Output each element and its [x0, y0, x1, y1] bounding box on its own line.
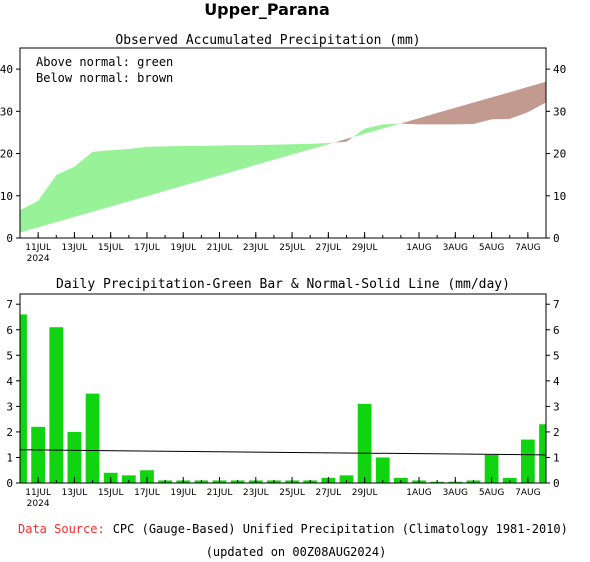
x-tick-label: 7AUG — [515, 243, 540, 253]
x-tick-label: 17JUL — [134, 243, 160, 253]
y-tick-label-right: 1 — [553, 451, 560, 464]
x-tick-label: 11JUL — [25, 488, 51, 498]
y-tick-label-right: 4 — [553, 375, 560, 388]
x-tick-label: 5AUG — [479, 488, 504, 498]
x-tick-label: 23JUL — [243, 243, 269, 253]
y-tick-label-right: 6 — [553, 324, 560, 337]
page-title: Upper_Parana — [204, 0, 330, 19]
x-tick-label: 1AUG — [406, 243, 431, 253]
above-normal-area — [352, 123, 399, 138]
normal-line — [19, 449, 547, 456]
y-tick-label-right: 40 — [553, 63, 566, 76]
daily-bar — [67, 431, 82, 483]
daily-panel: Daily Precipitation-Green Bar & Normal-S… — [6, 277, 560, 509]
y-tick-label-right: 0 — [553, 232, 560, 245]
x-tick-label: 25JUL — [279, 488, 305, 498]
x-tick-label: 17JUL — [134, 488, 160, 498]
y-tick-label-left: 2 — [6, 426, 13, 439]
daily-bar — [121, 475, 136, 483]
accumulated-axes: 0 0 10 10 20 20 30 30 40 40 11JUL 13JUL 15JUL 17JUL 19… — [0, 63, 566, 264]
y-tick-label-left: 20 — [0, 148, 13, 161]
daily-bar — [375, 457, 390, 483]
x-tick-label: 21JUL — [207, 243, 233, 253]
x-tick-label: 15JUL — [98, 488, 124, 498]
x-year-label: 2024 — [27, 499, 50, 509]
above-normal-area — [20, 142, 333, 233]
y-tick-label-right: 0 — [553, 477, 560, 490]
x-tick-label: 19JUL — [170, 488, 196, 498]
y-tick-label-left: 0 — [6, 477, 13, 490]
x-tick-label: 11JUL — [25, 243, 51, 253]
y-tick-label-right: 10 — [553, 190, 566, 203]
data-source-label: Data Source: — [18, 522, 105, 536]
daily-bar — [140, 470, 154, 483]
daily-normal-line — [19, 449, 547, 456]
daily-bar — [539, 424, 546, 483]
y-tick-label-right: 7 — [553, 298, 560, 311]
accumulated-chart-title: Observed Accumulated Precipitation (mm) — [115, 33, 420, 48]
x-tick-label: 19JUL — [170, 243, 196, 253]
updated-timestamp: (updated on 00Z08AUG2024) — [206, 545, 387, 559]
data-source-line: Data Source: CPC (Gauge-Based) Unified Pr… — [18, 522, 568, 536]
y-tick-label-left: 5 — [6, 349, 13, 362]
x-tick-label: 27JUL — [315, 488, 341, 498]
x-tick-label: 29JUL — [352, 243, 378, 253]
daily-bar — [20, 314, 27, 483]
y-tick-label-right: 20 — [553, 148, 566, 161]
x-tick-label: 3AUG — [443, 243, 468, 253]
x-tick-label: 7AUG — [515, 488, 540, 498]
daily-bars — [20, 314, 546, 483]
y-tick-label-left: 0 — [6, 232, 13, 245]
daily-bar — [357, 403, 372, 483]
x-tick-label: 25JUL — [279, 243, 305, 253]
y-tick-label-right: 3 — [553, 400, 560, 413]
y-tick-label-left: 10 — [0, 190, 13, 203]
y-tick-label-left: 30 — [0, 105, 13, 118]
y-tick-label-right: 5 — [553, 349, 560, 362]
below-normal-annotation: Below normal: brown — [36, 71, 173, 85]
y-tick-label-right: 2 — [553, 426, 560, 439]
y-tick-label-left: 3 — [6, 400, 13, 413]
daily-bar — [31, 426, 46, 483]
y-tick-label-left: 7 — [6, 298, 13, 311]
above-normal-annotation: Above normal: green — [36, 55, 173, 69]
accumulated-plot-frame — [19, 47, 547, 239]
x-tick-label: 3AUG — [443, 488, 468, 498]
y-tick-label-left: 40 — [0, 63, 13, 76]
y-tick-label-left: 4 — [6, 375, 13, 388]
daily-bar — [484, 454, 499, 483]
below-normal-area — [398, 81, 546, 125]
y-tick-label-left: 6 — [6, 324, 13, 337]
x-tick-label: 23JUL — [243, 488, 269, 498]
y-tick-label-left: 1 — [6, 451, 13, 464]
daily-bar — [49, 327, 64, 483]
x-tick-label: 13JUL — [62, 488, 88, 498]
accumulated-areas — [20, 81, 546, 233]
x-tick-label: 27JUL — [315, 243, 341, 253]
daily-bar — [339, 475, 354, 483]
x-year-label: 2024 — [27, 254, 50, 264]
y-tick-label-right: 30 — [553, 105, 566, 118]
daily-bar — [85, 393, 100, 483]
daily-plot-frame — [19, 293, 547, 484]
daily-axes: 0 0 1 1 2 2 3 3 4 4 5 5 6 6 7 7 11JUL 13JUL 15JUL 17JUL 19JU… — [6, 298, 560, 509]
x-tick-label: 21JUL — [207, 488, 233, 498]
data-source-text: CPC (Gauge-Based) Unified Precipitation … — [113, 522, 568, 536]
daily-bar — [520, 439, 535, 483]
x-tick-label: 5AUG — [479, 243, 504, 253]
x-tick-label: 13JUL — [62, 243, 88, 253]
daily-chart-title: Daily Precipitation-Green Bar & Normal-S… — [56, 277, 510, 292]
x-tick-label: 15JUL — [98, 243, 124, 253]
x-tick-label: 29JUL — [352, 488, 378, 498]
below-normal-area — [332, 137, 353, 143]
x-tick-label: 1AUG — [406, 488, 431, 498]
accumulated-panel: Observed Accumulated Precipitation (mm) … — [0, 33, 566, 264]
